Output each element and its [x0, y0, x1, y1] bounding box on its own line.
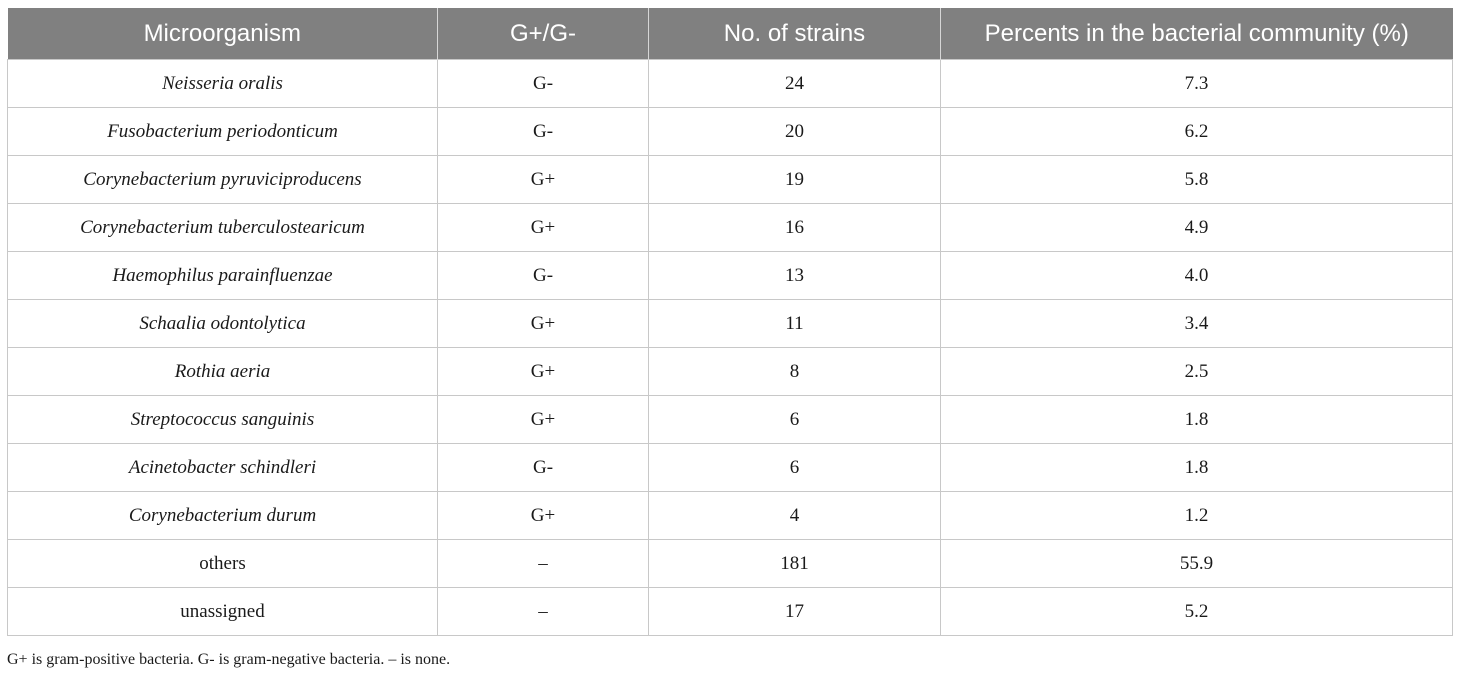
cell-microorganism: Haemophilus parainfluenzae	[7, 251, 438, 300]
cell-gram-stain: G-	[437, 59, 649, 108]
header-strain-count: No. of strains	[648, 8, 941, 60]
table-row: Corynebacterium pyruviciproducens G+ 19 5.8	[7, 155, 1453, 204]
cell-microorganism: Acinetobacter schindleri	[7, 443, 438, 492]
cell-microorganism: Corynebacterium durum	[7, 491, 438, 540]
cell-gram-stain: –	[437, 587, 649, 636]
cell-percent: 5.2	[940, 587, 1453, 636]
cell-percent: 55.9	[940, 539, 1453, 588]
table-row: Corynebacterium tuberculostearicum G+ 16 4.…	[7, 203, 1453, 252]
cell-percent: 3.4	[940, 299, 1453, 348]
cell-percent: 1.8	[940, 443, 1453, 492]
cell-percent: 5.8	[940, 155, 1453, 204]
cell-strain-count: 6	[648, 443, 941, 492]
header-percent: Percents in the bacterial community (%)	[940, 8, 1453, 60]
cell-strain-count: 11	[648, 299, 941, 348]
cell-percent: 4.9	[940, 203, 1453, 252]
table-row: Streptococcus sanguinis G+ 6 1.8	[7, 395, 1453, 444]
cell-gram-stain: G-	[437, 107, 649, 156]
table-row: unassigned –17 5.2	[7, 587, 1453, 636]
cell-gram-stain: G+	[437, 203, 649, 252]
table-row: Corynebacterium durum G+ 4 1.2	[7, 491, 1453, 540]
cell-strain-count: 19	[648, 155, 941, 204]
cell-percent: 1.8	[940, 395, 1453, 444]
cell-microorganism: Fusobacterium periodonticum	[7, 107, 438, 156]
table-row: Haemophilus parainfluenzae G- 13 4.0	[7, 251, 1453, 300]
table-row: Acinetobacter schindleri G- 6 1.8	[7, 443, 1453, 492]
cell-strain-count: 6	[648, 395, 941, 444]
cell-percent: 1.2	[940, 491, 1453, 540]
cell-microorganism: Corynebacterium tuberculostearicum	[7, 203, 438, 252]
cell-gram-stain: G+	[437, 347, 649, 396]
data-table-container: Microorganism G+/G- No. of strains Perce…	[7, 8, 1453, 636]
table-row: Rothia aeria G+ 8 2.5	[7, 347, 1453, 396]
cell-gram-stain: G+	[437, 395, 649, 444]
cell-percent: 2.5	[940, 347, 1453, 396]
table-row: Fusobacterium periodonticum G- 20 6.2	[7, 107, 1453, 156]
table-row: others –181 55.9	[7, 539, 1453, 588]
table-row: Schaalia odontolytica G+ 11 3.4	[7, 299, 1453, 348]
table-header-row: Microorganism G+/G- No. of strains Perce…	[7, 8, 1453, 60]
header-microorganism: Microorganism	[7, 8, 438, 60]
cell-microorganism: Neisseria oralis	[7, 59, 438, 108]
cell-gram-stain: G+	[437, 299, 649, 348]
header-gram-stain: G+/G-	[437, 8, 649, 60]
cell-microorganism: Streptococcus sanguinis	[7, 395, 438, 444]
cell-gram-stain: G+	[437, 155, 649, 204]
cell-strain-count: 24	[648, 59, 941, 108]
cell-strain-count: 16	[648, 203, 941, 252]
cell-gram-stain: G-	[437, 251, 649, 300]
cell-strain-count: 17	[648, 587, 941, 636]
table-footnote: G+ is gram-positive bacteria. G- is gram…	[7, 651, 451, 668]
table-body: Neisseria oralis G- 24 7.3 Fusobacterium per…	[7, 59, 1453, 636]
table-row: Neisseria oralis G- 24 7.3	[7, 59, 1453, 108]
cell-strain-count: 181	[648, 539, 941, 588]
cell-microorganism: others	[7, 539, 438, 588]
microorganism-table: Microorganism G+/G- No. of strains Perce…	[7, 8, 1453, 636]
cell-microorganism: unassigned	[7, 587, 438, 636]
cell-percent: 4.0	[940, 251, 1453, 300]
cell-strain-count: 13	[648, 251, 941, 300]
cell-percent: 6.2	[940, 107, 1453, 156]
cell-strain-count: 20	[648, 107, 941, 156]
cell-gram-stain: G-	[437, 443, 649, 492]
cell-microorganism: Rothia aeria	[7, 347, 438, 396]
cell-gram-stain: G+	[437, 491, 649, 540]
cell-strain-count: 8	[648, 347, 941, 396]
cell-gram-stain: –	[437, 539, 649, 588]
cell-percent: 7.3	[940, 59, 1453, 108]
cell-strain-count: 4	[648, 491, 941, 540]
cell-microorganism: Schaalia odontolytica	[7, 299, 438, 348]
cell-microorganism: Corynebacterium pyruviciproducens	[7, 155, 438, 204]
